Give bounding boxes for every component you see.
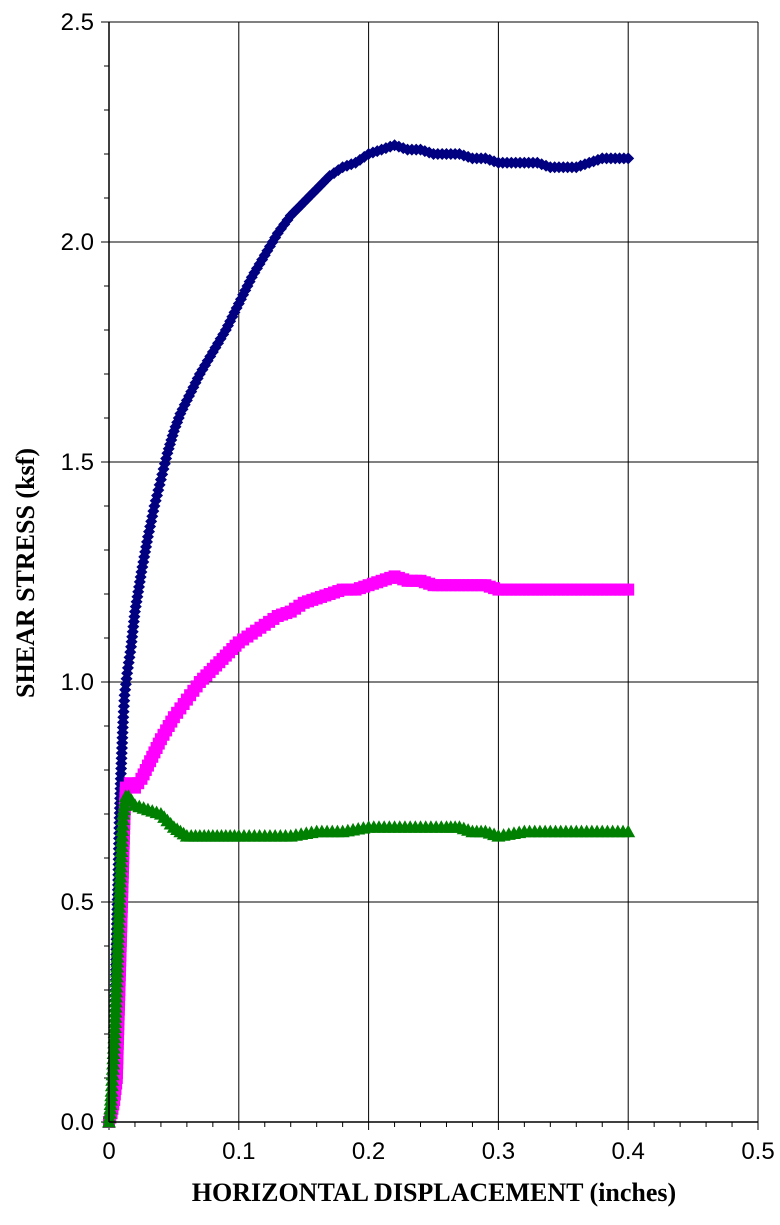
y-tick-label: 0.0 bbox=[61, 1109, 94, 1136]
axis-ticks bbox=[101, 21, 759, 1130]
x-tick-label: 0 bbox=[102, 1138, 115, 1165]
y-tick-label: 0.5 bbox=[61, 889, 94, 916]
y-axis-title: SHEAR STRESS (ksf) bbox=[11, 448, 40, 698]
data-point bbox=[621, 824, 636, 838]
x-tick-label: 0.4 bbox=[612, 1138, 645, 1165]
y-tick-label: 2.0 bbox=[61, 229, 94, 256]
y-tick-label: 2.5 bbox=[61, 9, 94, 36]
data-point bbox=[622, 152, 635, 165]
data-point bbox=[119, 683, 132, 696]
data-point bbox=[121, 661, 134, 674]
tick-labels: 0 0.1 0.2 0.3 0.4 0.5 0.0 0.5 1.0 1.5 2.0 2.5 bbox=[61, 9, 775, 1165]
series-3 bbox=[102, 789, 636, 1128]
x-tick-label: 0.2 bbox=[352, 1138, 385, 1165]
x-axis-title: HORIZONTAL DISPLACEMENT (inches) bbox=[192, 1178, 676, 1207]
x-tick-label: 0.1 bbox=[222, 1138, 255, 1165]
x-tick-label: 0.3 bbox=[482, 1138, 515, 1165]
data-point bbox=[622, 583, 635, 596]
x-tick-label: 0.5 bbox=[741, 1138, 774, 1165]
data-point bbox=[118, 689, 131, 702]
y-tick-label: 1.5 bbox=[61, 449, 94, 476]
y-tick-label: 1.0 bbox=[61, 669, 94, 696]
gridlines bbox=[109, 21, 759, 1122]
data-series bbox=[102, 139, 636, 1128]
